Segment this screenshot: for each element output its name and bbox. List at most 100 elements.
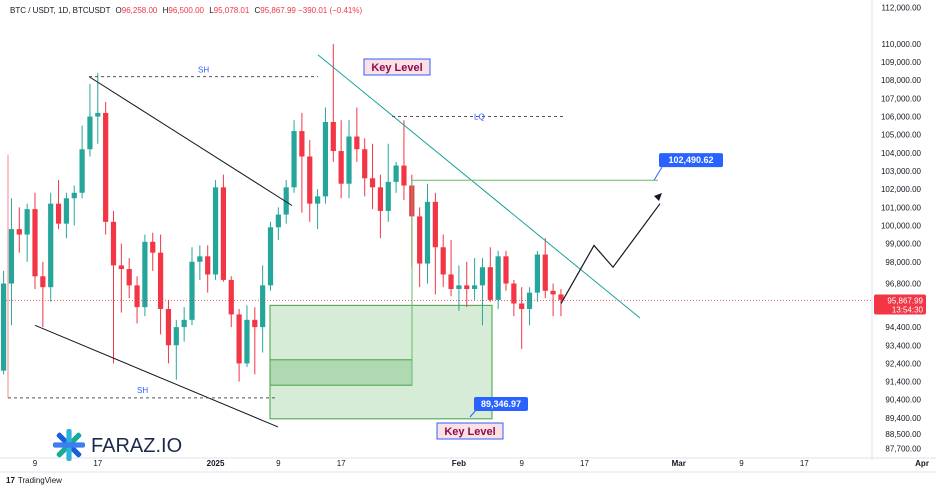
candle-body[interactable] xyxy=(103,112,109,222)
candle-body[interactable] xyxy=(87,116,93,150)
candle-body[interactable] xyxy=(322,121,329,197)
price-tick-label: 99,000.00 xyxy=(885,240,921,249)
tradingview-footer[interactable]: 17 TradingView xyxy=(6,476,62,485)
candle-body[interactable] xyxy=(32,209,38,277)
candle-body[interactable] xyxy=(260,285,266,328)
time-tick-label: 2025 xyxy=(207,459,225,468)
projection-path[interactable] xyxy=(560,203,661,304)
candle-body[interactable] xyxy=(252,319,258,328)
candle-body[interactable] xyxy=(330,121,336,152)
candle-body[interactable] xyxy=(542,254,548,291)
candle-body[interactable] xyxy=(346,136,352,184)
key-level-top-label: Key Level xyxy=(371,62,422,74)
price-tick-label: 89,400.00 xyxy=(885,414,921,423)
candle-body[interactable] xyxy=(267,227,274,286)
candle-body[interactable] xyxy=(71,192,77,199)
candle-body[interactable] xyxy=(126,269,132,286)
key-level-bottom-box[interactable] xyxy=(436,422,504,440)
candle-body[interactable] xyxy=(487,267,493,300)
candle-body[interactable] xyxy=(173,327,179,346)
candle-body[interactable] xyxy=(158,252,164,309)
target-callout-box[interactable] xyxy=(659,153,723,168)
price-tick-label: 94,400.00 xyxy=(885,323,921,332)
candle-body[interactable] xyxy=(424,201,431,264)
candle-body[interactable] xyxy=(181,319,187,328)
candle-body[interactable] xyxy=(275,214,281,228)
candle-body[interactable] xyxy=(338,151,344,184)
candle-body[interactable] xyxy=(79,149,85,193)
last-price-tag[interactable] xyxy=(874,294,926,315)
candle-body[interactable] xyxy=(150,241,156,253)
descending-trendline[interactable] xyxy=(317,54,641,319)
candle-body[interactable] xyxy=(448,274,454,289)
candle-body[interactable] xyxy=(134,285,140,308)
symbol-header: BTC / USDT, 1D, BTCUSDT O96,258.00 H96,5… xyxy=(10,6,362,15)
time-tick-label: Mar xyxy=(672,459,686,468)
candle-body[interactable] xyxy=(40,276,46,288)
candle-body[interactable] xyxy=(401,165,407,186)
candle-body[interactable] xyxy=(479,267,486,286)
candle-body[interactable] xyxy=(432,201,438,248)
candle-body[interactable] xyxy=(393,165,399,182)
candle-body[interactable] xyxy=(48,203,54,288)
candle-body[interactable] xyxy=(377,187,383,211)
candle-body[interactable] xyxy=(472,285,478,289)
candle-body[interactable] xyxy=(503,256,509,284)
candle-body[interactable] xyxy=(511,283,517,304)
candle-body[interactable] xyxy=(299,131,305,157)
candle-body[interactable] xyxy=(95,112,101,117)
candle-body[interactable] xyxy=(464,285,470,289)
time-tick-label: 17 xyxy=(337,459,346,468)
candle-body[interactable] xyxy=(228,279,234,315)
candle-body[interactable] xyxy=(456,285,462,289)
candle-body[interactable] xyxy=(526,292,533,309)
price-tick-label: 108,000.00 xyxy=(881,76,922,85)
candle-body[interactable] xyxy=(24,209,30,235)
lower-wedge-line[interactable] xyxy=(34,324,279,428)
candle-body[interactable] xyxy=(189,261,195,320)
candle-body[interactable] xyxy=(220,187,226,280)
price-tick-label: 100,000.00 xyxy=(881,221,922,230)
faraz-logo-label: FARAZ.IO xyxy=(91,435,182,457)
open-value: 96,258.00 xyxy=(121,6,158,15)
candle-body[interactable] xyxy=(110,221,117,266)
time-tick-label: 9 xyxy=(739,459,744,468)
price-tick-label: 109,000.00 xyxy=(881,58,922,67)
candle-body[interactable] xyxy=(385,181,391,211)
candle-body[interactable] xyxy=(291,131,297,188)
candle-body[interactable] xyxy=(118,265,124,270)
candle-body[interactable] xyxy=(534,254,540,293)
candle-body[interactable] xyxy=(142,241,148,308)
symbol-label[interactable]: BTC / USDT, 1D, BTCUSDT xyxy=(10,6,111,15)
key-level-top-box[interactable] xyxy=(363,58,431,76)
candle-body[interactable] xyxy=(417,216,423,264)
demand-zone-inner[interactable] xyxy=(269,359,413,386)
time-tick-label: Apr xyxy=(915,459,929,468)
candle-body[interactable] xyxy=(519,303,525,309)
candle-body[interactable] xyxy=(205,256,211,275)
candle-body[interactable] xyxy=(197,256,203,262)
candle-body[interactable] xyxy=(495,256,501,300)
candle-body[interactable] xyxy=(307,156,313,204)
upper-wedge-line[interactable] xyxy=(88,76,293,206)
candle-body[interactable] xyxy=(63,198,69,224)
candle-body[interactable] xyxy=(283,187,289,215)
candle-body[interactable] xyxy=(16,229,22,235)
candle-body[interactable] xyxy=(315,196,321,204)
candle-body[interactable] xyxy=(165,308,172,346)
candle-body[interactable] xyxy=(8,229,15,284)
candle-body[interactable] xyxy=(550,290,556,295)
candle-body[interactable] xyxy=(440,247,446,275)
candle-body[interactable] xyxy=(354,136,360,150)
candle-body[interactable] xyxy=(212,187,219,275)
candle-body[interactable] xyxy=(55,203,62,224)
lq-label: LQ xyxy=(474,113,485,122)
support-callout-box[interactable] xyxy=(474,397,528,411)
candle-body[interactable] xyxy=(1,283,7,371)
candle-body[interactable] xyxy=(236,314,242,364)
candle-body[interactable] xyxy=(244,319,250,364)
candle-body[interactable] xyxy=(362,149,368,179)
candle-body[interactable] xyxy=(369,178,376,188)
candle-body[interactable] xyxy=(558,294,564,300)
